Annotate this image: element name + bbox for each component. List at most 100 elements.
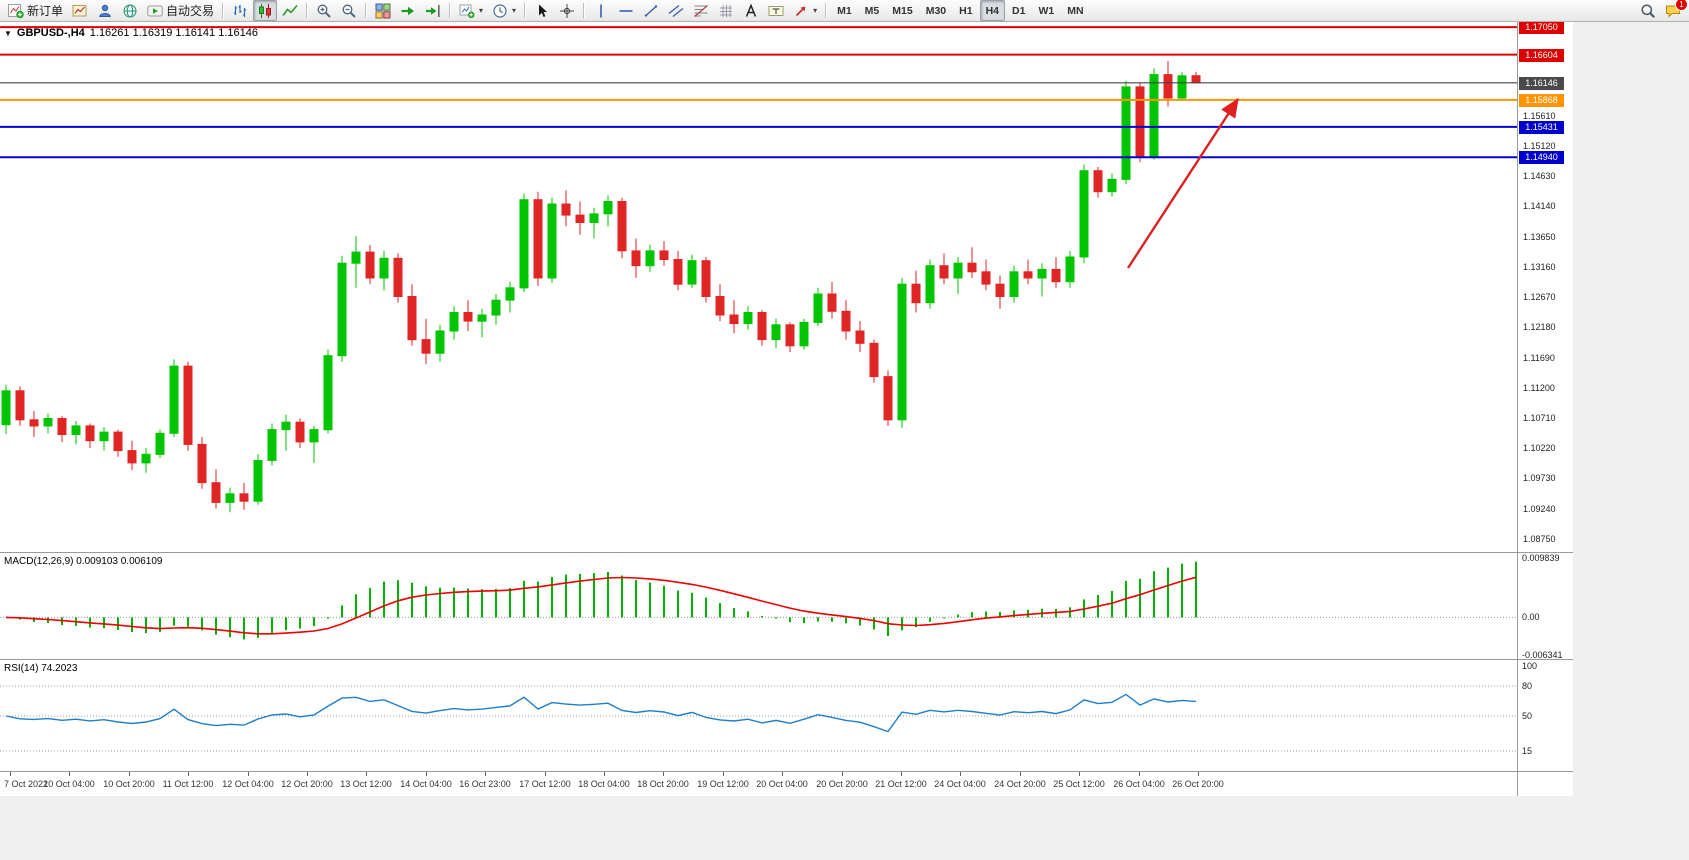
panel-separator[interactable]	[0, 659, 1573, 660]
time-tick	[1198, 772, 1199, 776]
zoom-out-button[interactable]	[337, 0, 361, 21]
periods-button[interactable]: ▾	[488, 0, 520, 21]
arrows-button[interactable]: ▾	[789, 0, 821, 21]
text-button[interactable]	[739, 0, 763, 21]
date-label: 14 Oct 04:00	[400, 779, 452, 789]
cursor-button[interactable]	[530, 0, 554, 21]
text-label-button[interactable]	[764, 0, 788, 21]
date-label: 17 Oct 12:00	[519, 779, 571, 789]
grid-button[interactable]	[714, 0, 738, 21]
price-chart-canvas[interactable]	[0, 22, 1517, 552]
zoom-in-icon	[316, 3, 332, 19]
candle	[463, 300, 473, 331]
timeframe-m30-button[interactable]: M30	[925, 4, 947, 17]
notifications-button[interactable]: 1	[1661, 0, 1688, 21]
timeframe-h4-button[interactable]: H4	[979, 0, 1006, 21]
auto-scroll-icon	[400, 3, 416, 19]
fibonacci-button[interactable]	[689, 0, 713, 21]
profiles-button[interactable]	[93, 0, 117, 21]
chart-shift-icon	[425, 3, 441, 19]
equidistant-channel-button[interactable]	[664, 0, 688, 21]
candle	[589, 207, 599, 239]
chart-shift-button[interactable]	[421, 0, 445, 21]
crosshair-button[interactable]	[555, 0, 579, 21]
candle	[323, 349, 333, 434]
date-label: 12 Oct 04:00	[222, 779, 274, 789]
candle	[379, 250, 389, 291]
bar-chart-button[interactable]	[228, 0, 252, 21]
candle-chart-icon	[257, 3, 273, 19]
time-tick	[10, 772, 11, 776]
rsi-scale-label: 80	[1522, 681, 1533, 691]
new-chart-button[interactable]: ▾	[455, 0, 487, 21]
price-scale[interactable]: 1.15610 1.15120 1.14630 1.14140 1.13650 1.131…	[1517, 21, 1572, 796]
timeframe-mn-button[interactable]: MN	[1067, 4, 1084, 17]
timeframe-h1-button[interactable]: H1	[959, 4, 973, 17]
panel-separator[interactable]	[0, 552, 1573, 553]
candle	[841, 300, 851, 340]
horizontal-line-button[interactable]	[614, 0, 638, 21]
zoom-in-button[interactable]	[312, 0, 336, 21]
date-label: 19 Oct 12:00	[697, 779, 749, 789]
timeframe-m15-button[interactable]: M15	[892, 4, 913, 17]
candlestick-chart-button[interactable]	[253, 0, 278, 21]
date-label: 26 Oct 20:00	[1172, 779, 1224, 789]
candle	[561, 190, 571, 227]
market-watch-button[interactable]	[118, 0, 142, 21]
candle	[337, 255, 347, 362]
candle	[981, 259, 991, 291]
notification-count-badge: 1	[1675, 0, 1688, 11]
date-label: 16 Oct 23:00	[459, 779, 511, 789]
label-icon	[768, 3, 784, 19]
trend-arrow-annotation[interactable]	[1126, 97, 1240, 269]
trendline-button[interactable]	[639, 0, 663, 21]
auto-scroll-button[interactable]	[396, 0, 420, 21]
rsi-panel[interactable]	[0, 660, 1517, 771]
candle	[519, 193, 529, 293]
price-tick-label: 1.10710	[1523, 413, 1556, 423]
candle	[1065, 250, 1075, 288]
time-axis[interactable]: 7 Oct 2022 10 Oct 04:00 10 Oct 20:00 11 Oct…	[0, 772, 1517, 796]
line-chart-button[interactable]	[278, 0, 302, 21]
candle	[715, 284, 725, 322]
date-label: 24 Oct 20:00	[994, 779, 1046, 789]
candle	[211, 469, 221, 509]
workspace-background	[1573, 22, 1689, 860]
date-label: 13 Oct 12:00	[340, 779, 392, 789]
clock-icon	[492, 3, 508, 19]
autotrade-button[interactable]: 自动交易	[143, 0, 218, 21]
search-button[interactable]	[1636, 0, 1660, 21]
main-toolbar: 新订单 自动交易 ▾ ▾ ▾ M1 M5 M15 M30 H1 H4 D1 W1 MN 1	[0, 0, 1689, 22]
toolbar-separator	[222, 3, 225, 18]
date-label: 12 Oct 20:00	[281, 779, 333, 789]
candle	[855, 321, 865, 352]
price-tick-label: 1.14630	[1523, 171, 1556, 181]
macd-panel[interactable]	[0, 553, 1517, 659]
price-tick-label: 1.11690	[1523, 353, 1555, 363]
grid-icon	[718, 3, 734, 19]
crosshair-icon	[559, 3, 575, 19]
timeframe-m5-button[interactable]: M5	[864, 4, 880, 17]
candle	[99, 427, 109, 451]
candle	[71, 421, 81, 445]
charts-button[interactable]	[68, 0, 92, 21]
new-order-button[interactable]: 新订单	[4, 0, 67, 21]
workspace-background-bottom	[0, 796, 1573, 860]
candle	[603, 195, 613, 227]
one-click-trading-toggle-icon[interactable]: ▼	[4, 28, 12, 38]
timeframe-d1-button[interactable]: D1	[1012, 4, 1026, 17]
time-tick	[1020, 772, 1021, 776]
candle	[925, 259, 935, 309]
timeframe-w1-button[interactable]: W1	[1038, 4, 1055, 17]
candle	[57, 416, 67, 442]
vertical-line-button[interactable]	[589, 0, 613, 21]
level-price-badge: 1.15868	[1519, 94, 1564, 107]
time-tick	[188, 772, 189, 776]
hline-icon	[618, 3, 634, 19]
rsi-scale-label: 15	[1522, 746, 1533, 756]
candle	[141, 448, 151, 473]
rsi-scale-label: 50	[1522, 711, 1533, 721]
tile-windows-button[interactable]	[371, 0, 395, 21]
timeframe-m1-button[interactable]: M1	[837, 4, 852, 17]
price-tick-label: 1.15120	[1523, 141, 1556, 151]
